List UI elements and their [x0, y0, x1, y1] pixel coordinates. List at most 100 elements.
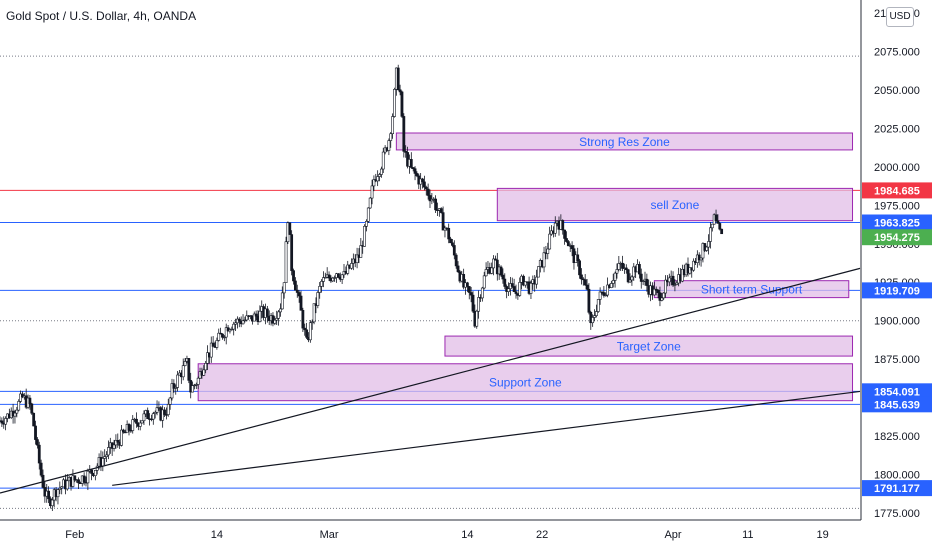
zone-rectangle[interactable]: [444, 335, 854, 357]
candle-body: [615, 269, 619, 274]
candle-body: [365, 221, 368, 227]
candle-body: [258, 310, 262, 323]
candle-body: [434, 198, 438, 211]
candle-body: [35, 439, 39, 446]
x-tick-label: Mar: [320, 529, 339, 541]
candle-body: [103, 456, 107, 459]
candle-body: [217, 332, 221, 341]
candle-body: [288, 222, 292, 235]
candle-body: [77, 479, 80, 484]
candle-body: [372, 179, 376, 187]
candle-body: [366, 207, 370, 222]
candle-body: [400, 91, 404, 117]
candle-body: [112, 444, 116, 449]
zone-rectangle[interactable]: [197, 363, 854, 402]
candle-body: [222, 336, 226, 339]
x-tick-label: Feb: [65, 529, 84, 541]
candle-body: [280, 292, 284, 310]
candle-body: [47, 490, 51, 500]
candle-body: [518, 282, 522, 296]
candle-body: [312, 303, 316, 323]
candle-body: [138, 422, 142, 427]
candle-body: [114, 439, 118, 446]
candle-body: [548, 233, 552, 250]
candle-body: [163, 409, 166, 415]
candle-body: [475, 310, 479, 327]
candle-body: [471, 294, 475, 312]
candle-body: [13, 412, 17, 417]
candle-body: [641, 280, 645, 283]
candle-body: [617, 263, 621, 270]
candle-body: [206, 352, 209, 364]
candle-body: [322, 277, 325, 282]
price-tag: [862, 396, 932, 413]
price-tag-label: 1854.091: [874, 386, 920, 398]
candle-body: [65, 480, 69, 490]
trend-line[interactable]: [0, 267, 861, 494]
candle-body: [135, 418, 138, 424]
candle-body: [4, 418, 8, 425]
candle-body: [570, 245, 574, 250]
zone-rectangle[interactable]: [395, 132, 854, 151]
candle-body: [303, 327, 307, 331]
price-tag-label: 1919.709: [874, 285, 920, 297]
y-tick-label: 2075.000: [874, 46, 920, 58]
candle-body: [411, 167, 415, 170]
candle-body: [469, 292, 473, 296]
candle-body: [90, 469, 94, 474]
candle-body: [293, 280, 297, 291]
candle-body: [535, 276, 538, 285]
candle-body: [398, 89, 402, 93]
candle-body: [465, 282, 469, 287]
candle-body: [415, 173, 419, 177]
zone-label: Strong Res Zone: [579, 135, 670, 149]
candle-body: [320, 281, 323, 287]
candle-body: [697, 254, 701, 261]
candle-body: [596, 299, 600, 312]
candle-body: [664, 279, 667, 294]
candle-body: [39, 462, 43, 476]
candle-body: [490, 267, 494, 274]
zone-label: Short term Support: [701, 283, 803, 297]
candle-body: [563, 229, 567, 239]
candle-body: [305, 329, 309, 338]
candle-body: [86, 470, 90, 484]
candle-body: [576, 254, 580, 262]
candle-body: [660, 297, 664, 301]
y-tick-label: 1775.000: [874, 508, 920, 520]
candle-body: [546, 248, 550, 254]
zone-label: sell Zone: [651, 198, 700, 212]
candle-body: [537, 266, 540, 278]
candle-body: [462, 274, 466, 288]
candle-body: [284, 241, 288, 283]
y-tick-label: 2025.000: [874, 123, 920, 135]
candle-body: [381, 151, 385, 170]
zone-rectangle[interactable]: [496, 187, 854, 222]
trend-line[interactable]: [112, 390, 861, 486]
y-tick-label: 1800.000: [874, 470, 920, 482]
candle-body: [451, 242, 454, 246]
candle-body: [194, 384, 198, 386]
candle-body: [176, 374, 180, 388]
candle-body: [15, 409, 19, 414]
currency-button[interactable]: USD: [886, 7, 914, 27]
candle-body: [710, 223, 714, 229]
candle-body: [368, 197, 372, 209]
candle-body: [578, 260, 581, 276]
candle-body: [140, 420, 144, 424]
candle-body: [699, 257, 703, 261]
candle-body: [71, 475, 75, 487]
candle-body: [196, 377, 200, 385]
price-tag-label: 1791.177: [874, 483, 920, 495]
candle-body: [56, 489, 60, 498]
candle-body: [301, 310, 305, 329]
candle-body: [127, 424, 131, 431]
zone-label: Support Zone: [489, 376, 562, 390]
candle-body: [413, 168, 417, 174]
candle-body: [308, 322, 312, 341]
candle-body: [290, 234, 294, 271]
x-tick-label: 14: [211, 529, 223, 541]
candle-body: [209, 342, 213, 358]
candle-body: [477, 297, 481, 312]
